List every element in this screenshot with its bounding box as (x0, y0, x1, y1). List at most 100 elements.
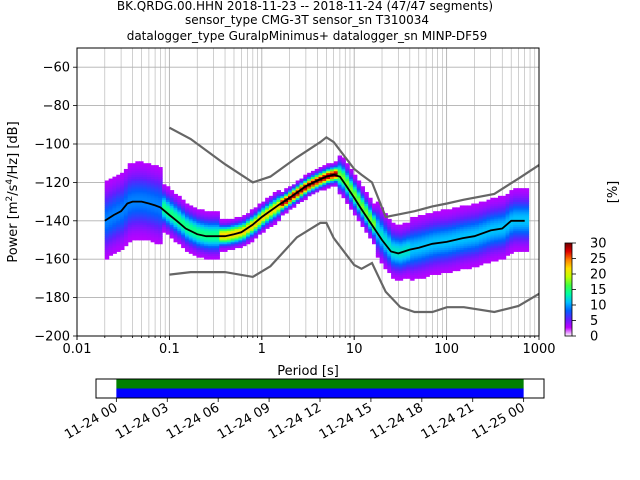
density-cell (169, 209, 175, 212)
density-cell (455, 263, 461, 266)
density-cell (177, 201, 182, 204)
density-cell (234, 230, 240, 233)
density-cell (242, 220, 247, 224)
density-cell (455, 249, 461, 252)
density-cell (181, 241, 186, 245)
density-cell (391, 272, 396, 275)
density-cell (192, 247, 198, 250)
density-cell (284, 211, 289, 214)
density-cell (459, 230, 465, 233)
density-cell (406, 263, 411, 266)
density-cell (372, 203, 377, 206)
density-cell (207, 215, 213, 218)
density-cell (333, 178, 339, 181)
density-cell (158, 170, 163, 174)
density-cell (356, 193, 362, 197)
density-cell (513, 230, 518, 233)
density-cell (108, 232, 114, 235)
density-cell (120, 201, 125, 204)
density-cell (268, 197, 274, 201)
density-cell (154, 213, 159, 216)
density-cell (402, 255, 407, 258)
density-cell (524, 207, 530, 210)
density-cell (375, 243, 381, 247)
density-cell (112, 222, 117, 226)
density-cell (463, 251, 469, 254)
density-cell (452, 245, 457, 249)
density-cell (391, 249, 396, 252)
density-cell (475, 222, 480, 226)
density-cell (467, 263, 472, 266)
density-cell (184, 230, 190, 233)
density-cell (120, 213, 125, 216)
density-cell (520, 197, 526, 201)
density-cell (261, 218, 266, 222)
density-cell (135, 205, 140, 208)
density-cell (177, 203, 182, 206)
density-cell (467, 266, 472, 270)
density-cell (387, 238, 392, 241)
density-cell (112, 186, 117, 189)
density-cell (131, 195, 136, 199)
density-cell (433, 251, 438, 254)
density-cell (108, 226, 114, 229)
density-cell (196, 240, 201, 243)
density-cell (127, 226, 133, 229)
density-cell (368, 199, 373, 202)
density-cell (246, 230, 251, 233)
density-cell (394, 226, 400, 229)
density-cell (123, 180, 129, 183)
density-cell (486, 261, 491, 264)
density-cell (104, 238, 110, 241)
density-cell (486, 249, 491, 252)
density-cell (494, 234, 499, 237)
density-cell (497, 222, 503, 226)
density-cell (433, 224, 438, 227)
density-cell (482, 211, 488, 214)
density-cell (455, 261, 461, 264)
density-cell (520, 236, 526, 239)
density-cell (391, 253, 396, 256)
y-tick-label: −80 (43, 99, 70, 114)
density-cell (173, 230, 178, 233)
density-cell (158, 241, 163, 245)
density-cell (360, 190, 365, 193)
density-cell (421, 251, 427, 254)
density-cell (104, 215, 110, 218)
density-cell (475, 264, 480, 268)
density-cell (486, 241, 491, 245)
density-cell (402, 234, 407, 237)
density-cell (341, 159, 346, 162)
density-cell (391, 261, 396, 264)
density-cell (524, 209, 530, 212)
density-cell (482, 249, 488, 252)
density-cell (116, 207, 121, 210)
density-cell (436, 253, 442, 256)
density-cell (379, 209, 385, 212)
density-cell (104, 226, 110, 229)
density-cell (226, 228, 232, 231)
density-cell (253, 234, 259, 237)
density-cell (383, 249, 388, 252)
density-cell (429, 268, 434, 272)
density-cell (272, 213, 278, 216)
density-cell (154, 176, 159, 179)
density-cell (356, 207, 362, 210)
density-cell (406, 261, 411, 264)
density-cell (276, 207, 281, 210)
density-cell (104, 240, 110, 243)
density-cell (181, 238, 186, 241)
density-cell (291, 197, 297, 201)
density-cell (192, 213, 198, 216)
density-cell (394, 272, 400, 275)
density-cell (375, 213, 381, 216)
density-cell (184, 247, 190, 250)
density-cell (234, 236, 240, 239)
density-cell (276, 213, 281, 216)
density-cell (112, 234, 117, 237)
density-cell (154, 207, 159, 210)
density-cell (188, 238, 194, 241)
density-cell (169, 234, 175, 237)
density-cell (139, 236, 144, 239)
density-cell (188, 226, 194, 229)
